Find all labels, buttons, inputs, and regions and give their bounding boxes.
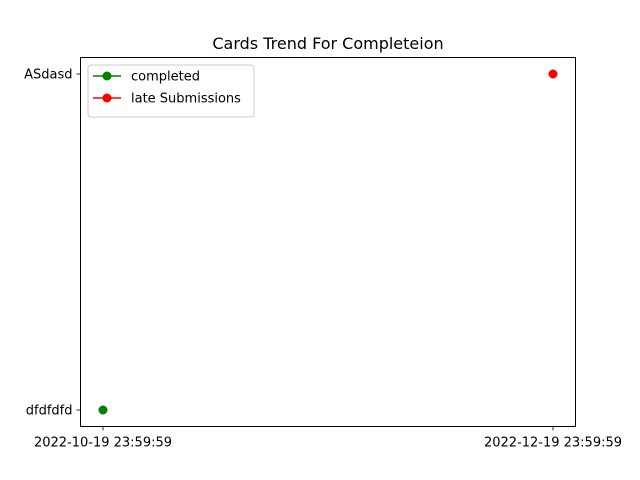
y-tick-label: dfdfdfd (26, 404, 73, 419)
y-tick-label: ASdasd (24, 68, 72, 83)
x-tick-label: 2022-10-19 23:59:59 (34, 436, 172, 451)
legend-label: late Submissions (131, 92, 241, 107)
axes-ticks: 2022-10-19 23:59:59 2022-12-19 23:59:59 df… (24, 68, 622, 451)
plot-area (80, 57, 576, 427)
legend-marker (102, 71, 112, 81)
legend-marker (102, 93, 112, 103)
legend-label: completed (131, 70, 200, 85)
data-point (98, 405, 108, 415)
legend: completed late Submissions (87, 64, 255, 118)
data-points (98, 69, 558, 415)
chart-title: Cards Trend For Completeion (212, 34, 443, 53)
x-tick-label: 2022-12-19 23:59:59 (484, 436, 622, 451)
data-point (548, 69, 558, 79)
legend-box (87, 64, 255, 118)
